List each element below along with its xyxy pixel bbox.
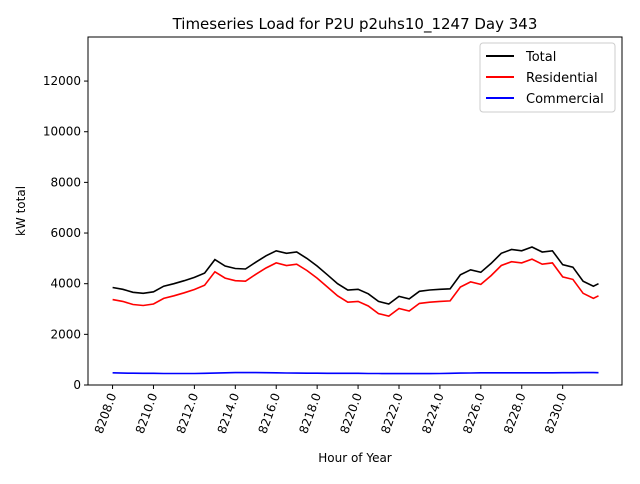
x-tick-label: 8222.0 [378, 391, 406, 435]
x-tick-label: 8226.0 [460, 391, 488, 435]
x-tick-label: 8214.0 [215, 391, 243, 435]
y-tick-label: 10000 [43, 125, 81, 139]
x-ticks: 8208.0 8210.0 8212.0 8214.0 8216.0 8218.0 8220… [92, 385, 570, 435]
chart-title: Timeseries Load for P2U p2uhs10_1247 Day… [172, 15, 538, 34]
y-tick-label: 6000 [50, 226, 81, 240]
series-lines [112, 246, 599, 375]
series-line-commercial [112, 371, 599, 375]
series-line-residential [112, 258, 599, 317]
x-tick-label: 8216.0 [256, 391, 284, 435]
y-ticks: 0 2000 4000 6000 8000 10000 12000 [43, 74, 88, 392]
legend: Total Residential Commercial [479, 42, 616, 113]
y-tick-label: 8000 [50, 175, 81, 189]
x-axis-label: Hour of Year [318, 451, 392, 465]
x-tick-label: 8210.0 [133, 391, 161, 435]
y-tick-label: 2000 [50, 327, 81, 341]
x-tick-label: 8208.0 [92, 391, 120, 435]
plot-area-frame [87, 36, 623, 386]
legend-box [479, 42, 616, 113]
x-tick-label: 8224.0 [419, 391, 447, 435]
x-tick-label: 8230.0 [542, 391, 570, 435]
legend-label-total: Total [525, 50, 556, 65]
legend-label-residential: Residential [526, 71, 598, 86]
x-tick-label: 8218.0 [296, 391, 324, 435]
x-tick-label: 8212.0 [174, 391, 202, 435]
legend-label-commercial: Commercial [526, 92, 604, 107]
x-tick-label: 8220.0 [337, 391, 365, 435]
x-tick-label: 8228.0 [501, 391, 529, 435]
y-tick-label: 4000 [50, 277, 81, 291]
series-line-total [112, 246, 599, 305]
y-tick-label: 0 [73, 378, 81, 392]
y-tick-label: 12000 [43, 74, 81, 88]
y-axis-label: kW total [14, 186, 28, 236]
